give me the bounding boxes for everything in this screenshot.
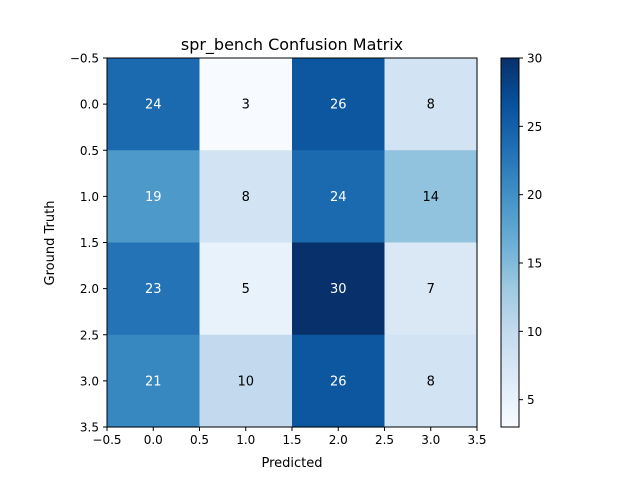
y-tick-label: 0.0 [80,98,99,112]
matrix-value-label: 24 [330,190,347,205]
colorbar-tick-label: 10 [527,325,542,339]
matrix-value-label: 7 [427,282,435,297]
matrix-cell [199,150,293,244]
matrix-cell [107,150,201,244]
y-tick-label: −0.5 [70,52,99,66]
matrix-cell [107,334,201,428]
matrix-cell [199,58,293,151]
matrix-value-label: 19 [145,190,162,205]
y-tick-label: 0.5 [80,144,99,158]
x-tick-label: 0.0 [144,433,163,447]
y-tick-label: 2.0 [80,282,99,296]
y-tick-label: 1.5 [80,236,99,250]
matrix-value-label: 3 [242,98,250,113]
matrix-value-label: 8 [427,374,435,389]
matrix-value-label: 21 [145,374,162,389]
colorbar [500,57,520,428]
matrix-value-label: 14 [422,190,439,205]
x-tick-label: 1.5 [282,433,301,447]
matrix-value-label: 5 [242,282,250,297]
y-tick-label: 3.0 [80,374,99,388]
y-tick-label: 1.0 [80,190,99,204]
x-tick-label: 0.5 [190,433,209,447]
matrix-cell [107,58,201,151]
x-tick-label: 3.5 [467,433,486,447]
colorbar-tick-label: 30 [527,52,542,66]
x-axis-label: Predicted [261,456,322,471]
y-axis: −0.5 0.0 0.5 1.0 1.5 2.0 2.5 3.0 3.5 [70,52,107,435]
matrix-cell [292,242,386,336]
x-tick-label: 2.5 [375,433,394,447]
x-tick-label: −0.5 [92,433,121,447]
matrix-value-label: 23 [145,282,162,297]
x-tick-label: 3.0 [421,433,440,447]
matrix-value-label: 30 [330,282,347,297]
colorbar-tick-label: 5 [527,393,535,407]
matrix-value-label: 10 [237,374,254,389]
matrix-value-label: 8 [242,190,250,205]
matrix-cell [292,58,386,151]
matrix-cell [107,242,201,336]
matrix-cell [384,242,478,336]
x-axis: −0.5 0.0 0.5 1.0 1.5 2.0 2.5 3.0 3.5 [92,427,487,447]
matrix-cells [107,58,478,428]
matrix-cell [384,334,478,428]
matrix-value-label: 26 [330,98,347,113]
y-tick-label: 2.5 [80,328,99,342]
x-tick-label: 1.0 [236,433,255,447]
matrix-cell [384,150,478,244]
y-tick-label: 3.5 [80,421,99,435]
x-tick-label: 2.0 [329,433,348,447]
matrix-cell [199,242,293,336]
colorbar-ticks: 5 10 15 20 25 30 [519,52,542,407]
matrix-value-label: 26 [330,374,347,389]
colorbar-tick-label: 25 [527,120,542,134]
matrix-value-labels: 24 3 26 8 19 8 24 14 23 5 30 7 21 10 26 8 [145,98,439,390]
colorbar-tick-label: 20 [527,188,542,202]
matrix-value-label: 24 [145,98,162,113]
matrix-value-label: 8 [427,98,435,113]
y-axis-label: Ground Truth [43,201,58,286]
chart-title: spr_bench Confusion Matrix [181,35,403,55]
colorbar-tick-label: 15 [527,257,542,271]
matrix-cell [384,58,478,151]
matrix-cell [199,334,293,428]
matrix-cell [292,150,386,244]
matrix-cell [292,334,386,428]
